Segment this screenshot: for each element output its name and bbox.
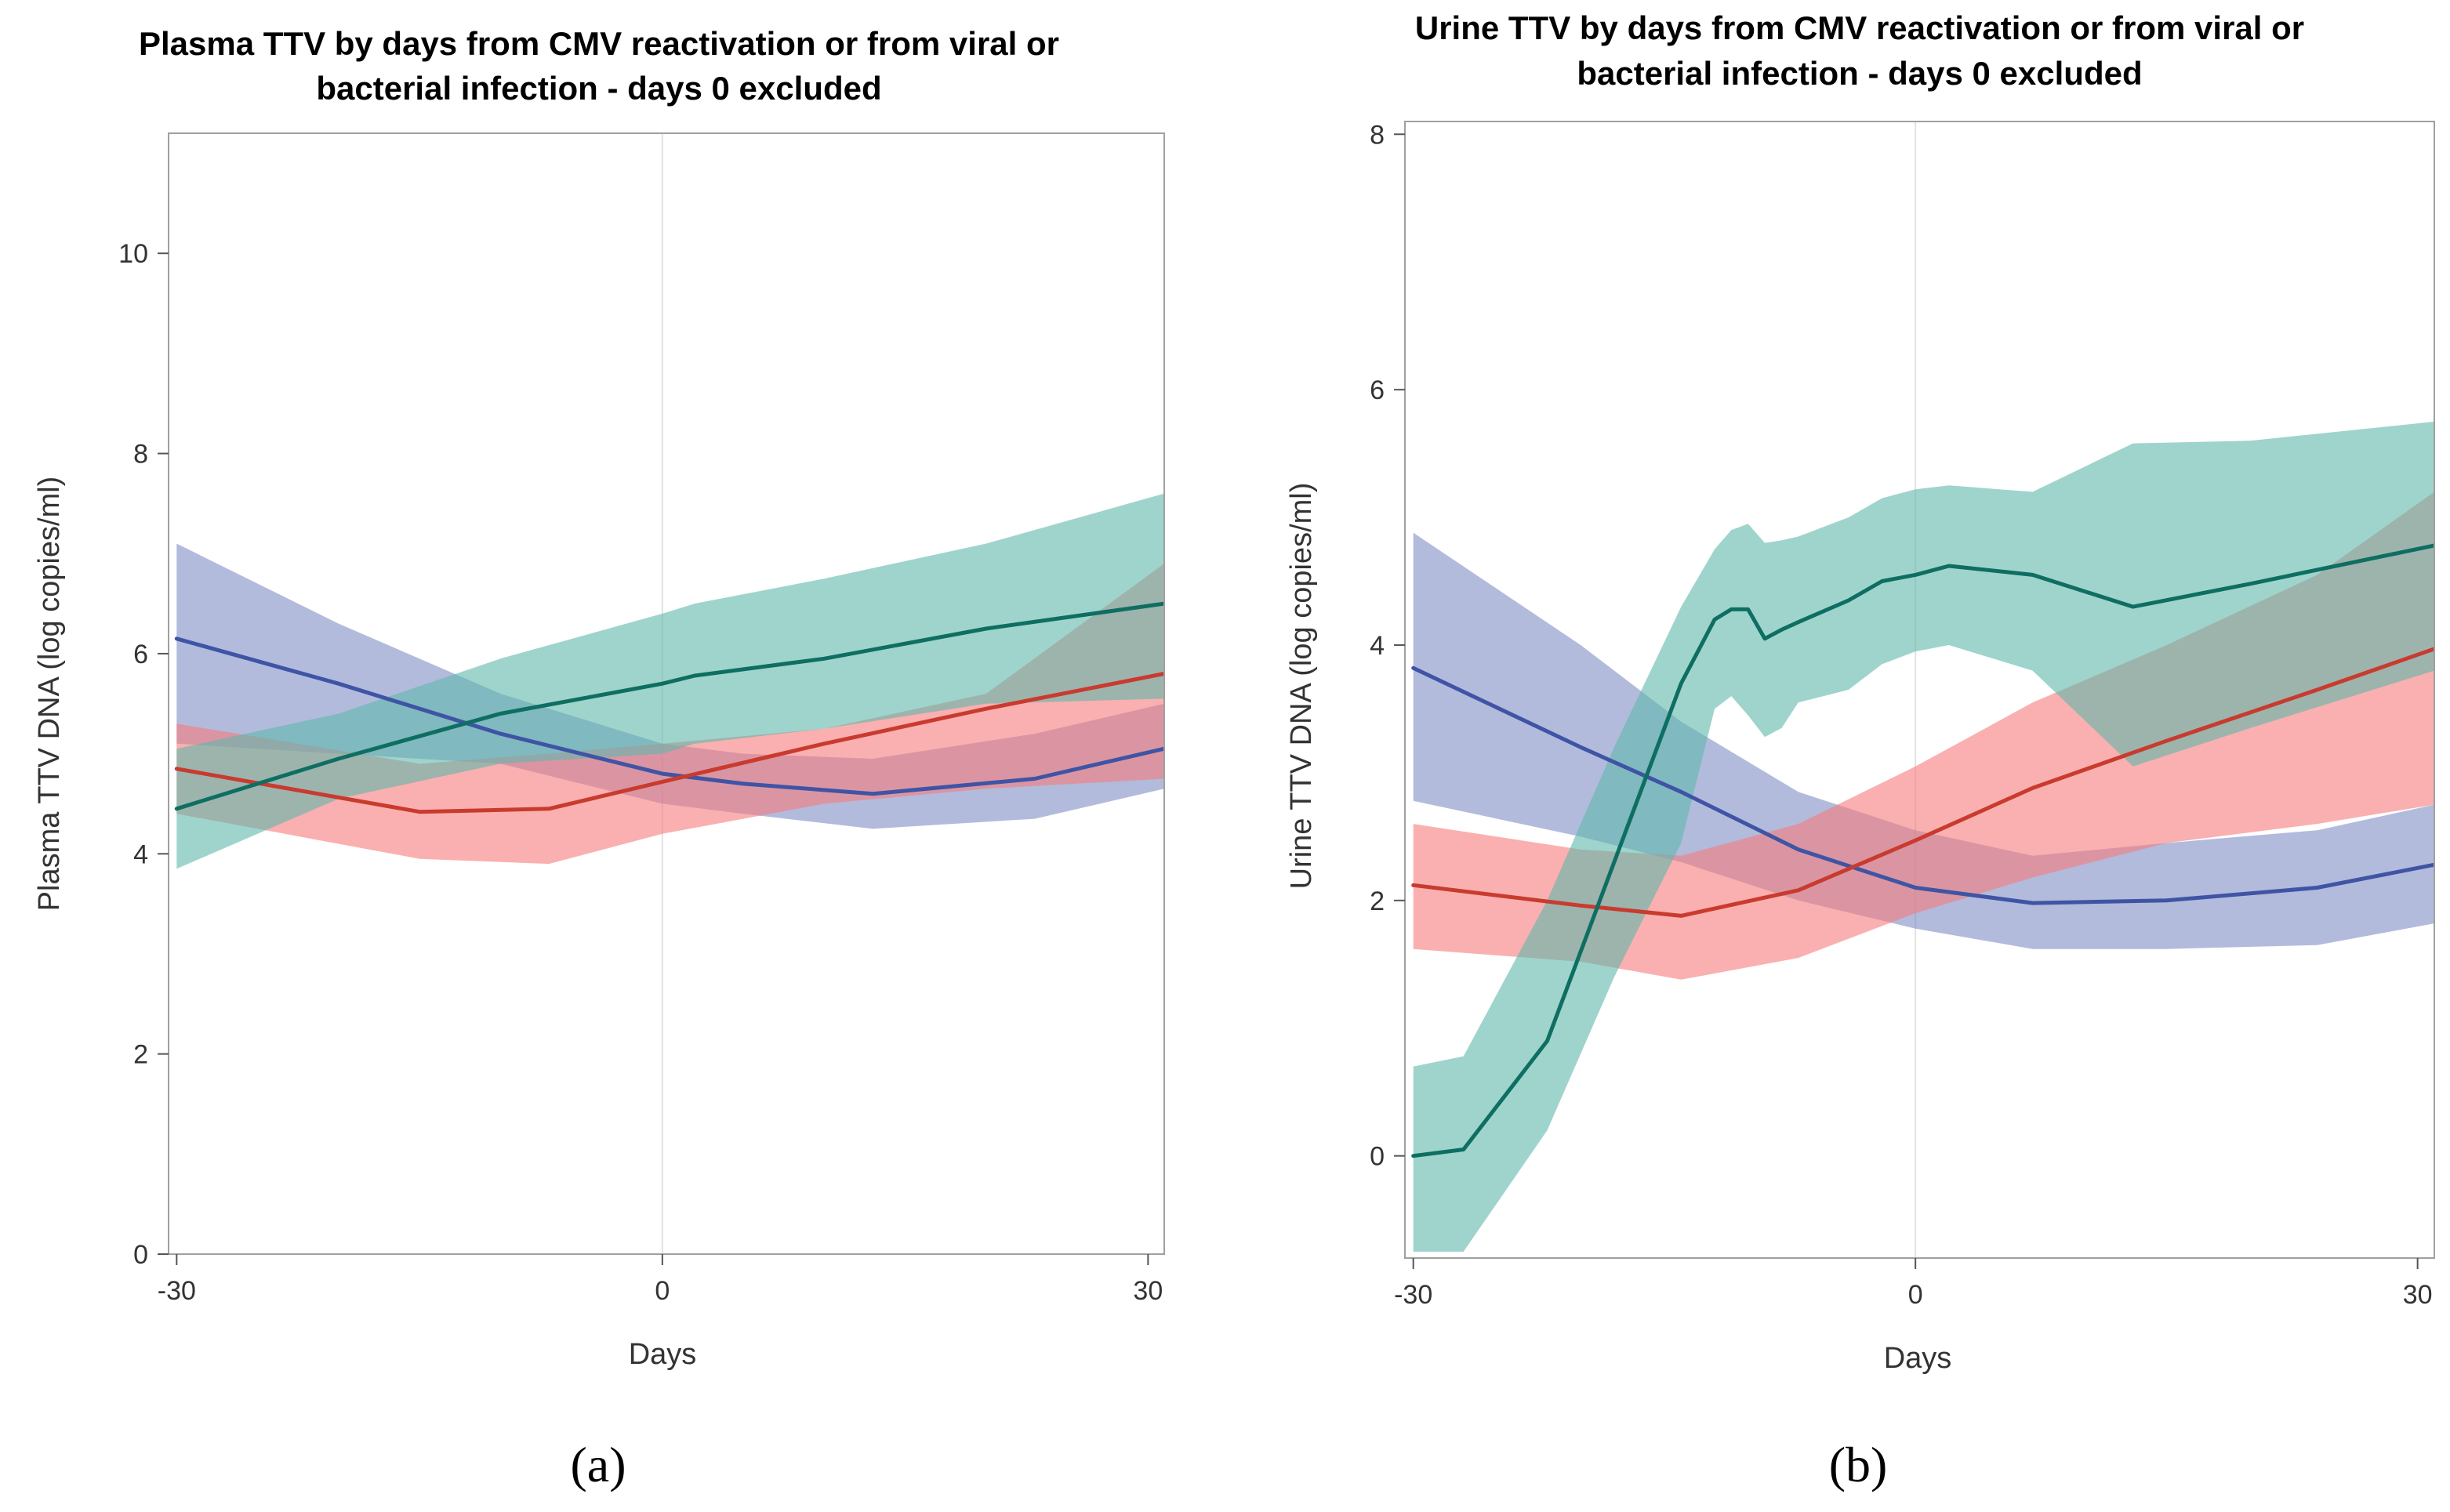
chart-b-y-tick-label: 2 — [1370, 887, 1385, 916]
chart-a-axes: 0 2 4 6 8 10 -30 0 30 — [118, 132, 1165, 1306]
chart-a-y-tick-label: 2 — [133, 1040, 148, 1070]
chart-a-y-axis-label: Plasma TTV DNA (log copies/ml) — [33, 477, 66, 912]
chart-b-x-tick-label: -30 — [1394, 1280, 1432, 1310]
chart-b-line-blue — [1411, 665, 2434, 905]
chart-a-y-tick-label: 0 — [133, 1240, 148, 1270]
chart-a-clipped-layer — [174, 133, 1164, 1254]
chart-a-x-axis-label: Days — [629, 1338, 697, 1371]
chart-a-x-tick-label: 0 — [655, 1276, 670, 1306]
chart-b-x-axis-label: Days — [1884, 1342, 1952, 1375]
chart-a-line-blue — [174, 636, 1164, 796]
chart-b-y-axis-label: Urine TTV DNA (log copies/ml) — [1285, 483, 1318, 890]
chart-a-title-line-1: Plasma TTV by days from CMV reactivation… — [139, 25, 1059, 62]
chart-b-panel-label: (b) — [1829, 1437, 1888, 1492]
chart-b-band-green — [1413, 421, 2434, 1252]
chart-a-x-tick-label: 30 — [1133, 1276, 1163, 1306]
chart-a-y-tick-label: 6 — [133, 640, 148, 669]
chart-a-line-red — [174, 672, 1164, 814]
chart-a-y-tick-label: 10 — [118, 239, 148, 269]
chart-b-data-layer — [1411, 121, 2434, 1258]
chart-a-frame — [168, 132, 1165, 1255]
chart-b-y-tick-label: 8 — [1370, 120, 1385, 150]
panel-a-plasma-chart: Plasma TTV by days from CMV reactivation… — [33, 25, 1165, 1492]
chart-b-x-tick-label: 30 — [2403, 1280, 2433, 1310]
chart-b-y-tick-label: 6 — [1370, 375, 1385, 405]
chart-a-x-tick-label: -30 — [158, 1276, 196, 1306]
chart-b-clipped-layer — [1411, 121, 2434, 1258]
chart-a-y-tick-label: 8 — [133, 440, 148, 470]
chart-b-title-line-1: Urine TTV by days from CMV reactivation … — [1415, 9, 2304, 46]
chart-b-line-green — [1411, 543, 2434, 1158]
chart-b-y-tick-label: 4 — [1370, 631, 1385, 661]
chart-b-line-red — [1411, 647, 2434, 918]
chart-b-y-tick-label: 0 — [1370, 1142, 1385, 1172]
chart-a-line-green — [174, 601, 1164, 811]
chart-a-data-layer — [174, 133, 1164, 1254]
chart-b-frame — [1404, 121, 2435, 1259]
panel-b-urine-chart: Urine TTV by days from CMV reactivation … — [1285, 9, 2435, 1492]
chart-a-y-tick-label: 4 — [133, 839, 148, 869]
chart-a-title-line-2: bacterial infection - days 0 excluded — [316, 70, 881, 107]
chart-b-title-line-2: bacterial infection - days 0 excluded — [1577, 55, 2142, 92]
chart-b-axes: 0 2 4 6 8 -30 0 30 — [1370, 120, 2435, 1310]
chart-a-panel-label: (a) — [570, 1437, 626, 1492]
chart-b-x-tick-label: 0 — [1908, 1280, 1923, 1310]
